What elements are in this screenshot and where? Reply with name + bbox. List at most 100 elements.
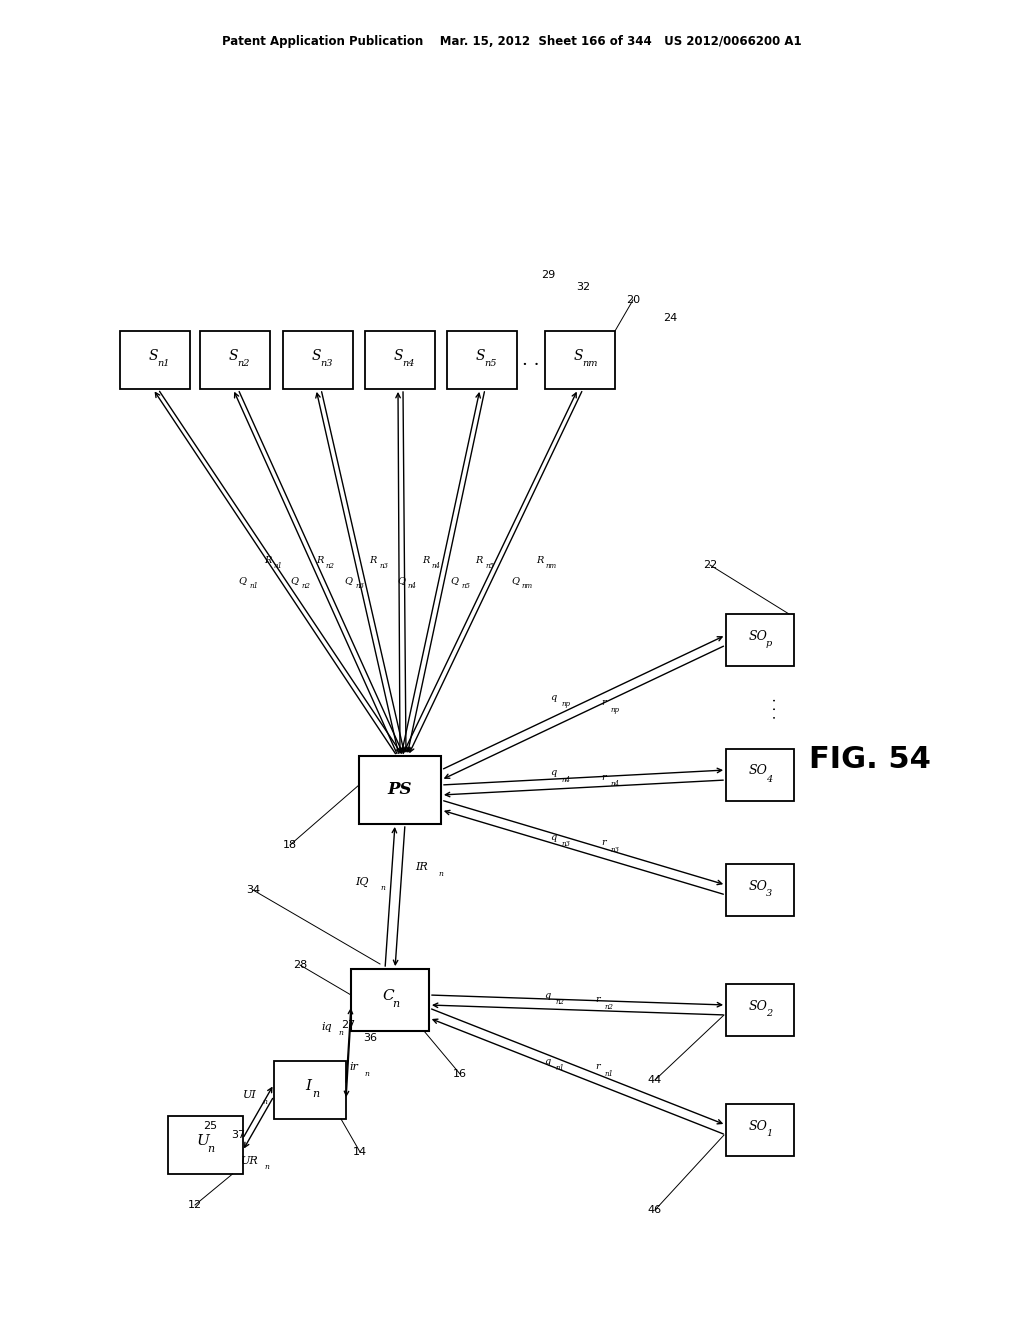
Text: 37: 37 — [231, 1130, 245, 1140]
Bar — [351, 969, 429, 1031]
Text: n4: n4 — [408, 582, 417, 590]
Text: n: n — [207, 1144, 214, 1154]
Text: n: n — [380, 884, 385, 892]
Text: n: n — [438, 870, 442, 878]
Text: r: r — [601, 838, 606, 847]
Text: q: q — [550, 833, 557, 842]
Text: n2: n2 — [301, 582, 310, 590]
Text: np: np — [610, 705, 620, 714]
Text: n5: n5 — [484, 359, 497, 368]
Text: 46: 46 — [648, 1205, 663, 1214]
Text: n: n — [339, 1030, 343, 1038]
Text: S: S — [393, 348, 402, 363]
Text: 4: 4 — [766, 775, 772, 784]
Text: UI: UI — [244, 1090, 257, 1101]
Text: n1: n1 — [250, 582, 258, 590]
Text: S: S — [475, 348, 484, 363]
Text: np: np — [561, 701, 570, 709]
Bar — [726, 614, 794, 667]
Text: q: q — [550, 693, 557, 702]
Text: R: R — [537, 556, 544, 565]
Text: n: n — [392, 999, 399, 1008]
Text: IR: IR — [416, 862, 428, 871]
Bar — [120, 331, 190, 389]
Text: 28: 28 — [293, 960, 307, 970]
Text: 36: 36 — [362, 1034, 377, 1043]
Text: nm: nm — [522, 582, 534, 590]
Bar — [726, 1104, 794, 1156]
Text: Q: Q — [397, 576, 406, 585]
Text: UR: UR — [242, 1156, 259, 1166]
Text: 27: 27 — [341, 1020, 355, 1030]
Bar — [726, 748, 794, 801]
Text: 14: 14 — [353, 1147, 367, 1158]
Text: SO: SO — [749, 879, 767, 892]
Text: Q: Q — [239, 576, 247, 585]
Text: q: q — [545, 1057, 551, 1067]
Text: nm: nm — [546, 562, 557, 570]
Text: n4: n4 — [432, 562, 441, 570]
Text: Q: Q — [450, 576, 458, 585]
Text: 29: 29 — [541, 271, 555, 280]
Text: S: S — [148, 348, 158, 363]
Text: Q: Q — [344, 576, 352, 585]
Text: n4: n4 — [610, 780, 620, 788]
Bar — [283, 331, 353, 389]
Text: . .: . . — [522, 351, 540, 370]
Text: n1: n1 — [604, 1069, 613, 1077]
Text: U: U — [197, 1134, 210, 1148]
Text: 2: 2 — [766, 1010, 772, 1019]
Text: n2: n2 — [326, 562, 335, 570]
Text: Q: Q — [511, 576, 519, 585]
Text: SO: SO — [749, 1119, 767, 1133]
Text: PS: PS — [388, 781, 413, 799]
Text: n3: n3 — [561, 841, 570, 849]
Text: n2: n2 — [604, 1003, 613, 1011]
Text: n: n — [262, 1097, 267, 1106]
Text: 1: 1 — [766, 1130, 772, 1138]
Text: 20: 20 — [626, 294, 640, 305]
Text: n: n — [312, 1089, 319, 1100]
Text: n3: n3 — [355, 582, 364, 590]
Text: R: R — [264, 556, 271, 565]
Text: n5: n5 — [461, 582, 470, 590]
Text: SO: SO — [749, 630, 767, 643]
Text: I: I — [305, 1078, 311, 1093]
Text: R: R — [315, 556, 324, 565]
Bar — [545, 331, 615, 389]
Bar — [359, 756, 441, 824]
Text: q: q — [545, 990, 551, 999]
Text: r: r — [595, 1063, 600, 1071]
Text: . . .: . . . — [765, 697, 779, 719]
Text: 34: 34 — [246, 884, 260, 895]
Text: SO: SO — [749, 999, 767, 1012]
Text: n1: n1 — [273, 562, 283, 570]
Text: S: S — [228, 348, 238, 363]
Text: n1: n1 — [555, 1064, 564, 1072]
Text: p: p — [766, 639, 772, 648]
Text: FIG. 54: FIG. 54 — [809, 746, 931, 775]
Text: Patent Application Publication    Mar. 15, 2012  Sheet 166 of 344   US 2012/0066: Patent Application Publication Mar. 15, … — [222, 36, 802, 48]
Text: 44: 44 — [648, 1074, 663, 1085]
Text: R: R — [475, 556, 482, 565]
Text: n3: n3 — [610, 846, 620, 854]
Bar — [200, 331, 270, 389]
Text: ir: ir — [349, 1063, 358, 1072]
Text: SO: SO — [749, 764, 767, 777]
Text: 24: 24 — [663, 313, 677, 323]
Bar — [274, 1061, 346, 1119]
Bar — [726, 865, 794, 916]
Text: R: R — [422, 556, 430, 565]
Text: IQ: IQ — [355, 876, 369, 887]
Text: q: q — [550, 768, 557, 777]
Text: R: R — [370, 556, 377, 565]
Text: n3: n3 — [379, 562, 388, 570]
Text: n4: n4 — [561, 776, 570, 784]
Text: n5: n5 — [485, 562, 494, 570]
Text: n2: n2 — [237, 359, 250, 368]
Text: 18: 18 — [283, 840, 297, 850]
Text: 22: 22 — [702, 560, 717, 570]
Text: 12: 12 — [188, 1200, 202, 1210]
Text: 16: 16 — [453, 1069, 467, 1078]
Text: n4: n4 — [402, 359, 415, 368]
